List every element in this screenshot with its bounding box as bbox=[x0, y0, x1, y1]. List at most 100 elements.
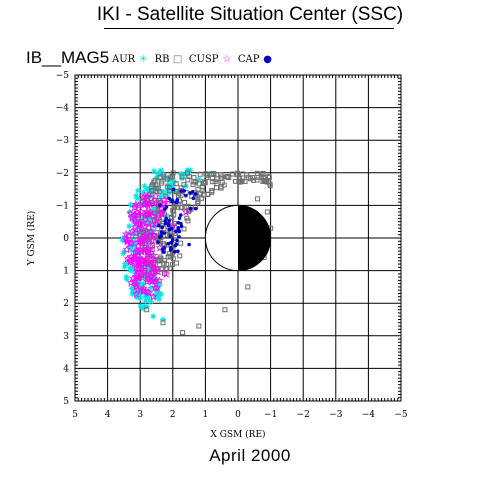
cusp-point bbox=[140, 268, 149, 277]
cusp-point bbox=[128, 227, 137, 236]
legend-label-cusp: CUSP bbox=[188, 54, 219, 65]
y-tick-label: 0 bbox=[63, 234, 69, 244]
rb-point bbox=[236, 179, 242, 185]
cusp-point bbox=[131, 229, 140, 238]
aur-point bbox=[127, 201, 134, 208]
rb-point bbox=[176, 191, 182, 197]
cusp-point bbox=[152, 198, 161, 207]
aur-point bbox=[134, 217, 141, 224]
cusp-point bbox=[123, 237, 132, 246]
cusp-point bbox=[132, 273, 141, 282]
cusp-point bbox=[135, 273, 144, 282]
aur-point bbox=[170, 181, 177, 188]
aur-point bbox=[128, 266, 135, 273]
cap-point bbox=[187, 242, 191, 247]
rb-point bbox=[245, 284, 251, 290]
rb-point bbox=[260, 171, 266, 177]
y-tick-label: −4 bbox=[56, 104, 70, 114]
cap-point bbox=[178, 213, 183, 217]
rb-point bbox=[169, 262, 175, 268]
aur-point bbox=[128, 285, 135, 292]
grid bbox=[75, 75, 401, 401]
aur-point bbox=[140, 189, 147, 196]
cap-point bbox=[188, 207, 193, 211]
legend-entry-cap: CAP ● bbox=[238, 54, 273, 65]
cusp-point bbox=[143, 192, 152, 201]
cusp-point bbox=[143, 218, 152, 227]
cap-point bbox=[172, 250, 177, 254]
y-axis-title: Y GSM (RE) bbox=[26, 211, 37, 267]
cusp-point bbox=[132, 282, 141, 291]
cap-point bbox=[170, 238, 175, 242]
cusp-point bbox=[146, 259, 155, 268]
aur-point bbox=[142, 297, 149, 304]
cusp-point bbox=[136, 237, 145, 246]
aur-point bbox=[126, 223, 133, 230]
x-tick-label: −5 bbox=[394, 410, 408, 420]
rb-point bbox=[184, 215, 190, 221]
rb-point bbox=[212, 178, 218, 184]
rb-point bbox=[185, 218, 191, 224]
cusp-point bbox=[160, 200, 168, 209]
rb-point bbox=[214, 172, 220, 178]
aur-point bbox=[137, 280, 144, 287]
aur-point bbox=[150, 313, 157, 320]
cusp-point bbox=[137, 267, 146, 276]
rb-point bbox=[170, 207, 176, 213]
page-title: IKI - Satellite Situation Center (SSC) bbox=[96, 4, 404, 25]
rb-point bbox=[237, 179, 243, 185]
cusp-point bbox=[155, 243, 164, 252]
cusp-point bbox=[137, 247, 146, 256]
cap-point bbox=[167, 196, 171, 201]
x-tick-label: 5 bbox=[72, 410, 78, 420]
y-tick-label: −1 bbox=[56, 201, 69, 211]
cap-point bbox=[188, 191, 193, 195]
rb-point bbox=[177, 253, 183, 259]
aur-point bbox=[154, 289, 161, 296]
aur-point bbox=[132, 204, 139, 211]
y-tick-label: 4 bbox=[63, 364, 69, 374]
cusp-point bbox=[155, 276, 164, 285]
cap-point bbox=[166, 223, 171, 228]
cusp-point bbox=[138, 255, 147, 264]
aur-point bbox=[173, 189, 180, 196]
rb-point bbox=[186, 174, 192, 180]
rb-point bbox=[236, 176, 242, 182]
y-tick-label: 1 bbox=[63, 267, 69, 277]
aur-point bbox=[123, 273, 130, 280]
legend-label-aur: AUR bbox=[112, 54, 136, 65]
aur-point bbox=[187, 167, 194, 174]
rb-point bbox=[170, 170, 176, 176]
cusp-point bbox=[149, 292, 158, 301]
aur-point bbox=[136, 224, 143, 231]
cusp-point bbox=[149, 211, 158, 220]
x-tick-label: −1 bbox=[264, 410, 277, 420]
cusp-point bbox=[147, 273, 155, 282]
x-tick-label: 2 bbox=[170, 410, 176, 420]
rb-point bbox=[264, 209, 270, 215]
cusp-point bbox=[151, 192, 160, 201]
rb-point bbox=[251, 177, 257, 183]
cap-point bbox=[184, 193, 188, 198]
rb-point bbox=[182, 199, 188, 205]
x-tick-label: −2 bbox=[297, 410, 310, 420]
cap-point bbox=[169, 246, 173, 250]
y-tick-labels: −5 −4 −3 −2 −1 0 1 2 3 4 5 bbox=[56, 71, 70, 407]
aur-point bbox=[134, 195, 141, 202]
date-label: April 2000 bbox=[209, 446, 291, 465]
aur-point bbox=[157, 167, 164, 174]
aur-point bbox=[157, 193, 164, 200]
rb-point bbox=[157, 189, 163, 195]
aur-point bbox=[145, 294, 152, 301]
cusp-point bbox=[136, 219, 145, 228]
cusp-point bbox=[137, 260, 146, 269]
satellite-name: IB__MAG5 bbox=[26, 48, 110, 67]
aur-point bbox=[195, 176, 202, 183]
rb-point bbox=[200, 192, 206, 198]
aur-point bbox=[169, 183, 176, 190]
aur-point bbox=[129, 290, 136, 297]
cusp-point bbox=[132, 280, 141, 289]
aur-point bbox=[140, 305, 147, 312]
aur-point bbox=[143, 303, 150, 310]
